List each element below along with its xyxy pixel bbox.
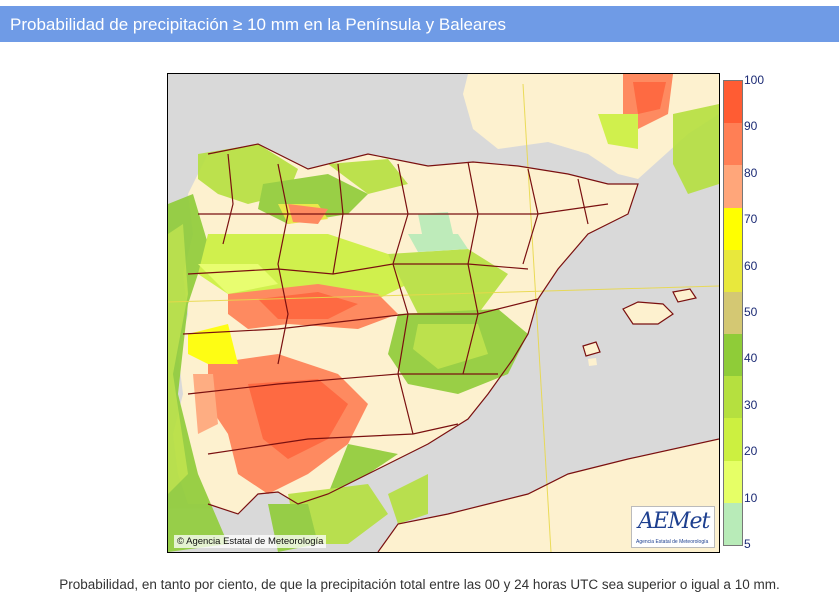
aemet-logo: AEMet Agencia Estatal de Meteorología	[631, 506, 715, 548]
map-canvas	[168, 74, 719, 552]
legend-label: 10	[744, 490, 758, 505]
legend-swatch	[724, 291, 742, 335]
legend-swatch	[724, 502, 742, 546]
legend-swatch	[724, 123, 742, 166]
logo-subtitle: Agencia Estatal de Meteorología	[636, 539, 709, 545]
legend-label: 90	[744, 119, 758, 134]
legend-swatch	[724, 460, 742, 504]
legend-label: 60	[744, 258, 758, 273]
legend-swatch	[724, 418, 742, 462]
legend-swatch	[724, 376, 742, 419]
legend-label: 40	[744, 351, 758, 366]
legend-label: 70	[744, 212, 758, 227]
probability-map: © Agencia Estatal de Meteorología AEMet …	[167, 73, 720, 553]
color-legend	[723, 80, 743, 546]
copyright-notice: © Agencia Estatal de Meteorología	[174, 535, 327, 548]
legend-swatch	[724, 81, 742, 124]
legend-label: 100	[744, 73, 765, 87]
legend-swatch	[724, 334, 742, 377]
page-title: Probabilidad de precipitación ≥ 10 mm en…	[10, 15, 507, 34]
title-bar: Probabilidad de precipitación ≥ 10 mm en…	[0, 6, 839, 42]
legend-label: 80	[744, 165, 758, 180]
legend-label: 5	[744, 537, 751, 551]
legend-label: 20	[744, 444, 758, 459]
logo-wordmark: AEMet	[638, 509, 710, 534]
legend-swatch	[724, 165, 742, 209]
map-caption: Probabilidad, en tanto por ciento, de qu…	[59, 577, 780, 592]
legend-label: 50	[744, 305, 758, 319]
legend-label: 30	[744, 397, 758, 412]
legend-swatch	[724, 207, 742, 251]
copyright-text: Agencia Estatal de Meteorología	[186, 536, 324, 547]
legend-swatch	[724, 249, 742, 293]
